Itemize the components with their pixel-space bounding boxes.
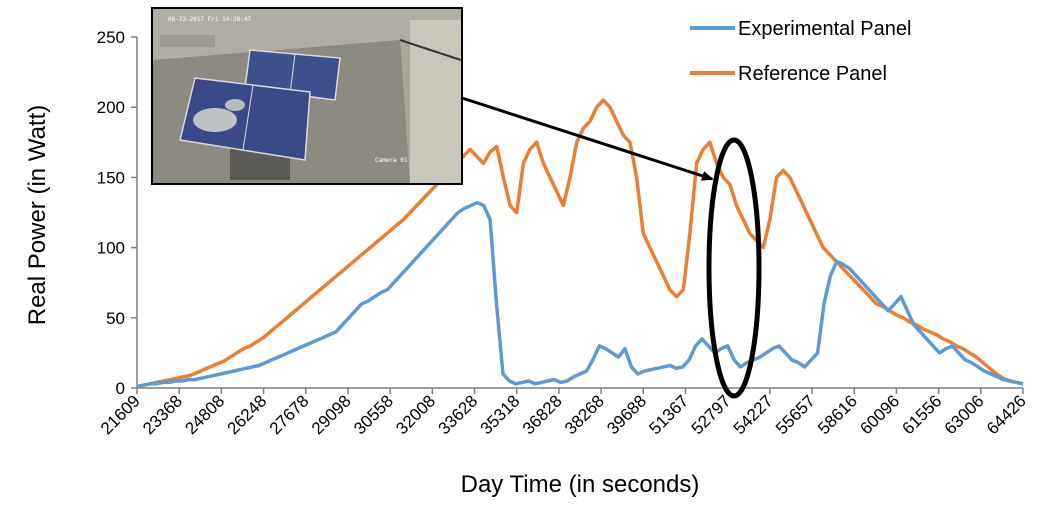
- x-tick-label: 64426: [983, 391, 1030, 438]
- y-tick-label: 150: [97, 168, 125, 187]
- y-tick-label: 100: [97, 239, 125, 258]
- inset-camera-label: Camera 01: [375, 157, 408, 164]
- y-axis-title: Real Power (in Watt): [24, 105, 51, 326]
- x-tick-label: 38268: [561, 391, 608, 438]
- x-tick-label: 24808: [181, 391, 228, 438]
- annotation-ellipse: [706, 137, 762, 399]
- y-tick-label: 250: [97, 28, 125, 47]
- x-tick-label: 39688: [603, 391, 650, 438]
- inset-photo: 06-23-2017 Fri 14:26:47 Camera 01: [151, 7, 463, 185]
- legend-label-reference: Reference Panel: [738, 63, 887, 85]
- x-tick-label: 21609: [97, 391, 144, 438]
- legend: Experimental Panel Reference Panel: [690, 18, 911, 85]
- y-tick-label: 200: [97, 98, 125, 117]
- annotation-arrow: [461, 96, 714, 181]
- x-tick-label: 35318: [477, 391, 524, 438]
- x-tick-label: 33628: [434, 391, 481, 438]
- x-tick-label: 61556: [899, 391, 946, 438]
- x-tick-label: 26248: [224, 391, 271, 438]
- x-tick-label: 36828: [519, 391, 566, 438]
- y-tick-label: 50: [106, 309, 125, 328]
- x-tick-label: 32008: [392, 391, 439, 438]
- x-ticks: 2160923368248082624827678290983055832008…: [97, 388, 1030, 438]
- inset-timestamp: 06-23-2017 Fri 14:26:47: [168, 16, 251, 23]
- x-tick-label: 54227: [730, 391, 777, 438]
- legend-label-experimental: Experimental Panel: [738, 18, 911, 40]
- x-tick-label: 52797: [688, 391, 735, 438]
- y-ticks: 0 50 100 150 200 250: [97, 28, 137, 398]
- y-tick-label: 0: [116, 379, 125, 398]
- x-tick-label: 55657: [772, 391, 819, 438]
- x-tick-label: 29098: [308, 391, 355, 438]
- x-tick-label: 63006: [941, 391, 988, 438]
- x-tick-label: 51367: [645, 391, 692, 438]
- series-line-experimental: [136, 200, 1024, 389]
- x-tick-label: 27678: [266, 391, 313, 438]
- x-tick-label: 23368: [139, 391, 186, 438]
- x-tick-label: 58616: [814, 391, 861, 438]
- x-tick-label: 30558: [350, 391, 397, 438]
- x-tick-label: 60096: [856, 391, 903, 438]
- x-axis-title: Day Time (in seconds): [461, 471, 700, 498]
- experimental-panel-photo: [179, 77, 311, 161]
